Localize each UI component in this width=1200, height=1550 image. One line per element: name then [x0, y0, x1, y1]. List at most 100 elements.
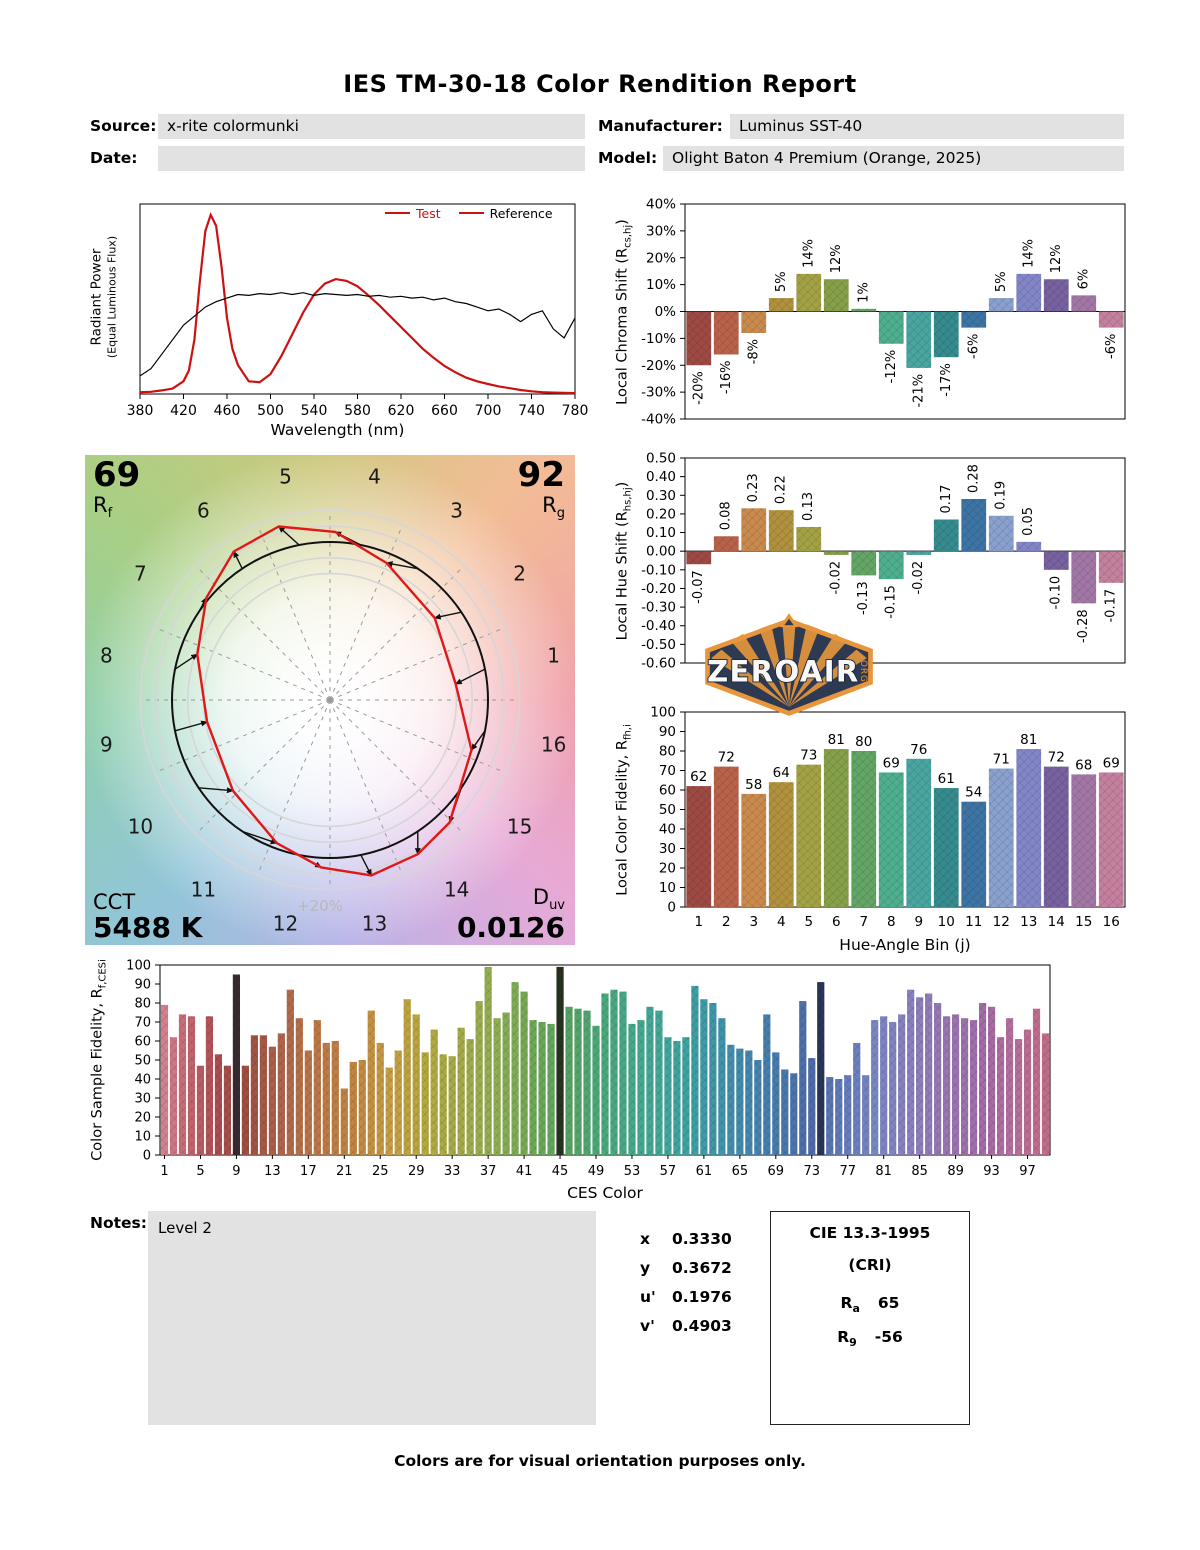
chromaticity-row-y: y 0.3672 — [640, 1259, 732, 1277]
legend-reference-label: Reference — [489, 206, 553, 221]
bar-value-label: 61 — [938, 771, 955, 787]
rf-value: 69 — [93, 455, 141, 495]
svg-text:-0.20: -0.20 — [641, 581, 676, 597]
svg-text:10: 10 — [938, 914, 955, 930]
duv-value: 0.0126 — [456, 910, 565, 944]
hue-bin-number: 16 — [541, 732, 566, 756]
svg-text:53: 53 — [624, 1164, 641, 1179]
svg-text:10: 10 — [134, 1130, 151, 1145]
bar-value-label: 12% — [1049, 244, 1064, 273]
svg-text:620: 620 — [388, 403, 415, 419]
svg-text:93: 93 — [983, 1164, 1000, 1179]
svg-text:10: 10 — [659, 880, 676, 896]
bar-value-label: 14% — [1021, 239, 1036, 268]
svg-text:780: 780 — [562, 403, 589, 419]
svg-text:49: 49 — [588, 1164, 605, 1179]
svg-text:90: 90 — [134, 978, 151, 993]
cri-ra-row: Ra 65 — [840, 1294, 900, 1316]
bar-value-label: -8% — [746, 339, 761, 364]
svg-text:13: 13 — [264, 1164, 281, 1179]
model-label: Model: — [598, 149, 658, 167]
model-value: Olight Baton 4 Premium (Orange, 2025) — [663, 146, 1124, 171]
svg-text:-0.60: -0.60 — [641, 656, 676, 672]
svg-text:0: 0 — [667, 900, 676, 916]
local-chroma-shift-chart: 40% 30% 20% 10% 0% -10% -20% -30% -40% -20% -16% -8… — [641, 197, 1126, 428]
logo-org-suffix: ORG — [858, 660, 868, 683]
rg-block: 92 Rg — [517, 455, 565, 521]
svg-text:73: 73 — [803, 1164, 820, 1179]
footer-disclaimer: Colors are for visual orientation purpos… — [394, 1452, 806, 1470]
bar-value-label: -6% — [966, 334, 981, 359]
svg-text:500: 500 — [257, 403, 284, 419]
svg-text:7: 7 — [859, 914, 868, 930]
svg-text:25: 25 — [372, 1164, 389, 1179]
svg-text:10%: 10% — [646, 277, 676, 293]
bar-value-label: 1% — [856, 282, 871, 303]
test-spd-curve — [139, 212, 576, 395]
svg-text:37: 37 — [480, 1164, 497, 1179]
svg-text:4: 4 — [777, 914, 786, 930]
hue-bin-number: 8 — [100, 644, 113, 668]
svg-text:0.20: 0.20 — [646, 506, 676, 522]
bar-value-label: 0.23 — [746, 473, 761, 502]
hue-bin-number: 13 — [362, 912, 387, 936]
svg-text:100: 100 — [126, 959, 151, 974]
svg-text:20%: 20% — [646, 250, 676, 266]
svg-text:89: 89 — [947, 1164, 964, 1179]
bar-value-label: 68 — [1075, 757, 1092, 773]
manufacturer-label: Manufacturer: — [598, 117, 723, 135]
date-value — [158, 146, 585, 171]
svg-text:580: 580 — [344, 403, 371, 419]
svg-text:12: 12 — [993, 914, 1010, 930]
legend-test-label: Test — [416, 206, 441, 221]
svg-text:660: 660 — [431, 403, 458, 419]
svg-text:460: 460 — [214, 403, 241, 419]
bar-value-label: 62 — [690, 769, 707, 785]
svg-text:CES Color: CES Color — [567, 1184, 643, 1202]
reference-line-sample — [458, 212, 484, 214]
bar-value-label: 71 — [993, 752, 1010, 768]
spd-chart: 380 420 460 500 540 580 620 660 700 740 780 — [127, 203, 589, 419]
reference-gamut-circle — [171, 541, 489, 859]
svg-text:65: 65 — [732, 1164, 749, 1179]
svg-text:80: 80 — [134, 997, 151, 1012]
chromaticity-row-x: x 0.3330 — [640, 1230, 732, 1248]
bar-value-label: 81 — [828, 732, 845, 748]
logo-wordmark: ZEROAIR — [707, 655, 860, 689]
svg-text:85: 85 — [911, 1164, 928, 1179]
test-gamut-polygon — [196, 525, 473, 877]
svg-text:-10%: -10% — [641, 331, 676, 347]
svg-text:100: 100 — [650, 705, 676, 721]
svg-text:-0.30: -0.30 — [641, 600, 676, 616]
svg-text:0%: 0% — [655, 304, 677, 320]
svg-text:69: 69 — [768, 1164, 785, 1179]
svg-text:1: 1 — [694, 914, 703, 930]
svg-text:-40%: -40% — [641, 412, 676, 428]
rg-value: 92 — [517, 455, 565, 495]
svg-text:0.50: 0.50 — [646, 451, 676, 467]
hue-bin-number: 5 — [279, 464, 292, 488]
bar-value-label: 69 — [883, 755, 900, 771]
svg-text:740: 740 — [518, 403, 545, 419]
bar-value-label: -0.07 — [691, 570, 706, 604]
report-title: IES TM-30-18 Color Rendition Report — [343, 70, 857, 98]
svg-text:40%: 40% — [646, 197, 676, 213]
hue-bin-number: 12 — [273, 912, 298, 936]
notes-text: Level 2 — [158, 1219, 212, 1237]
svg-text:9: 9 — [914, 914, 923, 930]
bar-value-label: -0.02 — [829, 561, 844, 595]
duv-label: Duv — [532, 884, 565, 913]
bar-value-label: 69 — [1103, 755, 1120, 771]
hue-bin-number: 9 — [100, 732, 113, 756]
bar-value-label: -0.28 — [1076, 609, 1091, 643]
bar-value-label: -16% — [719, 361, 734, 395]
svg-text:30: 30 — [134, 1092, 151, 1107]
cri-box: CIE 13.3-1995 (CRI) Ra 65 R9 -56 — [770, 1211, 970, 1425]
bar-value-label: 64 — [773, 765, 790, 781]
ring-20pct-label: +20% — [297, 897, 343, 915]
bar-value-label: 14% — [801, 239, 816, 268]
bar-value-label: 0.17 — [939, 485, 954, 514]
svg-text:0.00: 0.00 — [646, 544, 676, 560]
bar-value-label: 54 — [965, 785, 982, 801]
